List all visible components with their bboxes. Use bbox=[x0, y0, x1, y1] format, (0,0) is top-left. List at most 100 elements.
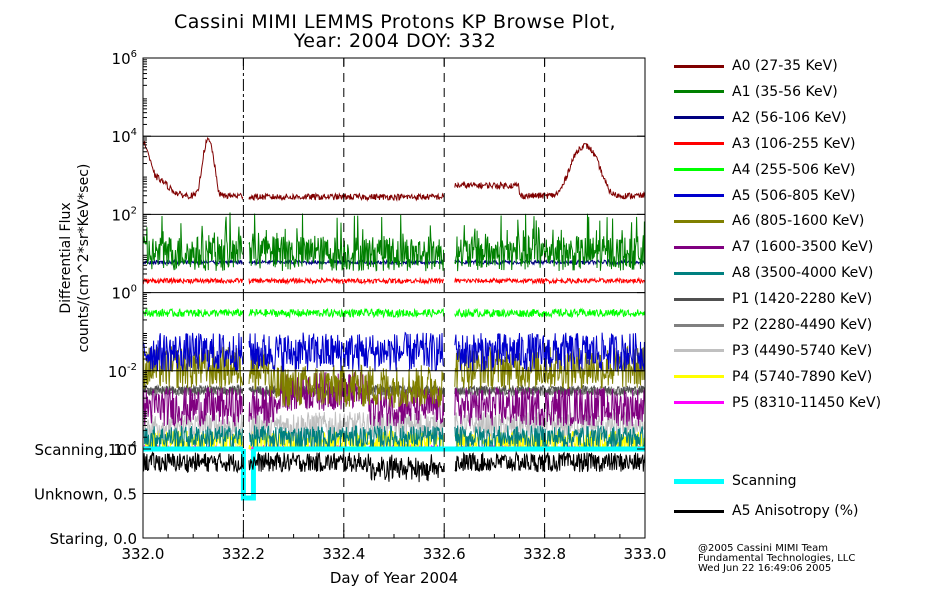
upper-panel bbox=[142, 136, 646, 451]
series-line-a8-2 bbox=[454, 425, 646, 449]
legend-label: A0 (27-35 KeV) bbox=[732, 58, 838, 74]
series-line-a8-0 bbox=[142, 425, 244, 451]
series-line-a1-2 bbox=[454, 213, 646, 272]
series-line-a3-0 bbox=[142, 276, 244, 285]
legend-label: A8 (3500-4000 KeV) bbox=[732, 265, 874, 282]
legend-swatch bbox=[674, 194, 724, 197]
series-line-a0-2 bbox=[454, 142, 646, 200]
lower-y-label-1: Unknown, 0.5 bbox=[34, 486, 137, 504]
legend-item: P1 (1420-2280 KeV) bbox=[674, 289, 872, 309]
legend-swatch bbox=[674, 168, 724, 172]
legend-item: P2 (2280-4490 KeV) bbox=[674, 315, 872, 335]
series-line-p1-2 bbox=[454, 384, 646, 397]
y-tick-label-5: 10-4 bbox=[108, 440, 137, 459]
legend-label: A6 (805-1600 KeV) bbox=[732, 213, 865, 230]
legend-swatch bbox=[674, 349, 724, 353]
legend-swatch bbox=[674, 142, 724, 146]
axes: 332.0 332.2 332.4 332.6 332.8 333.0 106 104 102 1… bbox=[34, 49, 667, 563]
credit-line-1: @2005 Cassini MIMI Team bbox=[698, 543, 828, 554]
series-a4 bbox=[142, 307, 646, 319]
x-tick-label-4: 332.8 bbox=[523, 545, 566, 563]
legend-label: A2 (56-106 KeV) bbox=[732, 109, 847, 126]
legend-label: P2 (2280-4490 KeV) bbox=[732, 317, 873, 333]
legend-item: A3 (106-255 KeV) bbox=[674, 134, 855, 154]
legend-label: P1 (1420-2280 KeV) bbox=[732, 291, 873, 308]
y-tick-label-1: 104 bbox=[112, 127, 137, 146]
legend-swatch bbox=[674, 323, 724, 327]
legend-item: P4 (5740-7890 KeV) bbox=[674, 367, 872, 387]
anisotropy-line-0 bbox=[142, 451, 244, 474]
series-line-a8-1 bbox=[248, 424, 445, 450]
series-a0 bbox=[142, 136, 646, 202]
legend-item: P5 (8310-11450 KeV) bbox=[674, 393, 881, 413]
series-line-a0-0 bbox=[142, 136, 244, 201]
scanning-dip bbox=[240, 449, 256, 501]
series-line-a3-2 bbox=[454, 276, 646, 285]
lower-legend-swatch bbox=[674, 509, 724, 513]
legend-swatch bbox=[674, 401, 724, 405]
credits: @2005 Cassini MIMI Team Fundamental Tech… bbox=[698, 544, 855, 574]
series-line-a1-1 bbox=[248, 213, 445, 272]
series-a5 bbox=[142, 331, 646, 373]
series-line-a6-1 bbox=[248, 348, 445, 408]
series-line-p4-1 bbox=[248, 429, 445, 451]
legend-item: A7 (1600-3500 KeV) bbox=[674, 237, 873, 257]
lower-legend-label: A5 Anisotropy (%) bbox=[732, 503, 859, 519]
series-line-a6-0 bbox=[142, 346, 244, 389]
legend-swatch bbox=[674, 64, 724, 68]
x-axis-label: Day of Year 2004 bbox=[330, 569, 458, 587]
credit-line-3: Wed Jun 22 16:49:06 2005 bbox=[698, 563, 832, 574]
anisotropy-line-2 bbox=[454, 450, 646, 473]
series-line-a7-2 bbox=[454, 387, 646, 427]
legend-item: A8 (3500-4000 KeV) bbox=[674, 263, 873, 283]
legend-item: A1 (35-56 KeV) bbox=[674, 82, 838, 102]
legend-label: P5 (8310-11450 KeV) bbox=[732, 394, 882, 411]
legend-label: A7 (1600-3500 KeV) bbox=[732, 239, 874, 256]
lower-y-label-2: Staring, 0.0 bbox=[50, 530, 137, 548]
series-a8 bbox=[142, 424, 646, 451]
legend-swatch bbox=[674, 90, 724, 94]
series-line-a4-2 bbox=[454, 307, 646, 319]
legend-swatch bbox=[674, 375, 724, 379]
credit-line-2: Fundamental Technologies, LLC bbox=[698, 553, 856, 564]
legend-label: A1 (35-56 KeV) bbox=[732, 83, 838, 100]
y-tick-label-0: 106 bbox=[112, 49, 137, 68]
legend-item: A2 (56-106 KeV) bbox=[674, 108, 847, 128]
series-a1 bbox=[142, 212, 646, 272]
chart-subtitle: Year: 2004 DOY: 332 bbox=[293, 30, 497, 52]
legend-swatch bbox=[674, 219, 724, 223]
x-tick-label-3: 332.6 bbox=[423, 545, 466, 563]
legend-label: P4 (5740-7890 KeV) bbox=[732, 368, 873, 385]
legend-label: A3 (106-255 KeV) bbox=[732, 135, 856, 152]
series-line-a4-0 bbox=[142, 307, 244, 318]
legend-label: A5 (506-805 KeV) bbox=[732, 187, 856, 204]
series-line-a2-0 bbox=[142, 258, 243, 267]
series-line-a7-0 bbox=[142, 387, 244, 427]
series-line-a4-1 bbox=[248, 307, 445, 319]
legend-label: A4 (255-506 KeV) bbox=[732, 161, 856, 178]
legend-label: P3 (4490-5740 KeV) bbox=[732, 342, 873, 359]
y-tick-label-2: 102 bbox=[112, 205, 137, 224]
x-tick-label-0: 332.0 bbox=[122, 545, 165, 563]
legend-item: A5 (506-805 KeV) bbox=[674, 186, 855, 206]
x-tick-label-1: 332.2 bbox=[222, 545, 265, 563]
legend-item: A0 (27-35 KeV) bbox=[674, 56, 838, 76]
series-a3 bbox=[142, 276, 646, 286]
y-axis-label-line1: Differential Flux bbox=[58, 202, 74, 313]
series-line-p3-0 bbox=[142, 411, 244, 440]
anisotropy-line-1 bbox=[248, 451, 445, 483]
legend-swatch bbox=[674, 116, 724, 120]
legend-swatch bbox=[674, 245, 724, 249]
y-tick-label-3: 100 bbox=[112, 284, 137, 303]
series-line-a5-2 bbox=[454, 332, 646, 373]
lower-legend-item: Scanning bbox=[674, 471, 797, 491]
y-axis-label-line2: counts/(cm^2*sr*KeV*sec) bbox=[76, 164, 92, 353]
lower-legend-label: Scanning bbox=[732, 473, 797, 489]
y-tick-label-4: 10-2 bbox=[108, 362, 137, 381]
series-line-a5-1 bbox=[248, 331, 445, 372]
lower-panel bbox=[142, 446, 646, 501]
series-line-a3-1 bbox=[248, 276, 445, 286]
lower-legend-item: A5 Anisotropy (%) bbox=[674, 501, 859, 521]
lower-legend-swatch bbox=[674, 478, 724, 484]
